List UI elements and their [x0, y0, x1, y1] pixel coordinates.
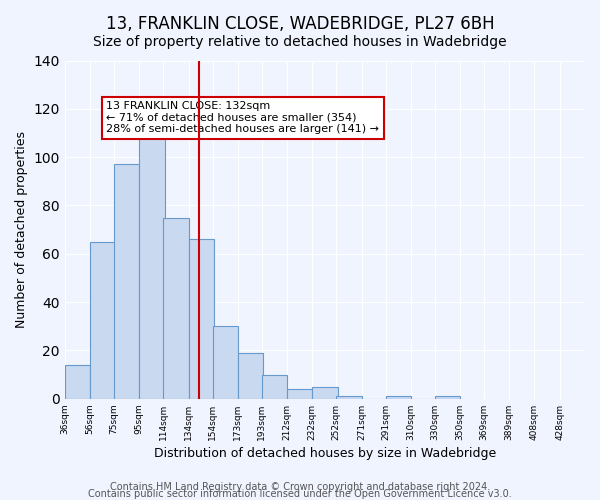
Text: 13 FRANKLIN CLOSE: 132sqm
← 71% of detached houses are smaller (354)
28% of semi: 13 FRANKLIN CLOSE: 132sqm ← 71% of detac…	[106, 101, 379, 134]
Text: Size of property relative to detached houses in Wadebridge: Size of property relative to detached ho…	[93, 35, 507, 49]
Bar	[114, 164, 139, 399]
X-axis label: Distribution of detached houses by size in Wadebridge: Distribution of detached houses by size …	[154, 447, 496, 460]
Bar	[212, 326, 238, 399]
Text: Contains public sector information licensed under the Open Government Licence v3: Contains public sector information licen…	[88, 489, 512, 499]
Bar	[287, 389, 312, 399]
Bar	[312, 386, 338, 399]
Bar	[163, 218, 188, 399]
Bar	[188, 240, 214, 399]
Bar	[238, 353, 263, 399]
Bar	[435, 396, 460, 399]
Bar	[90, 242, 115, 399]
Bar	[336, 396, 362, 399]
Text: 13, FRANKLIN CLOSE, WADEBRIDGE, PL27 6BH: 13, FRANKLIN CLOSE, WADEBRIDGE, PL27 6BH	[106, 15, 494, 33]
Text: Contains HM Land Registry data © Crown copyright and database right 2024.: Contains HM Land Registry data © Crown c…	[110, 482, 490, 492]
Bar	[139, 121, 164, 399]
Y-axis label: Number of detached properties: Number of detached properties	[15, 131, 28, 328]
Bar	[65, 365, 90, 399]
Bar	[386, 396, 411, 399]
Bar	[262, 374, 287, 399]
